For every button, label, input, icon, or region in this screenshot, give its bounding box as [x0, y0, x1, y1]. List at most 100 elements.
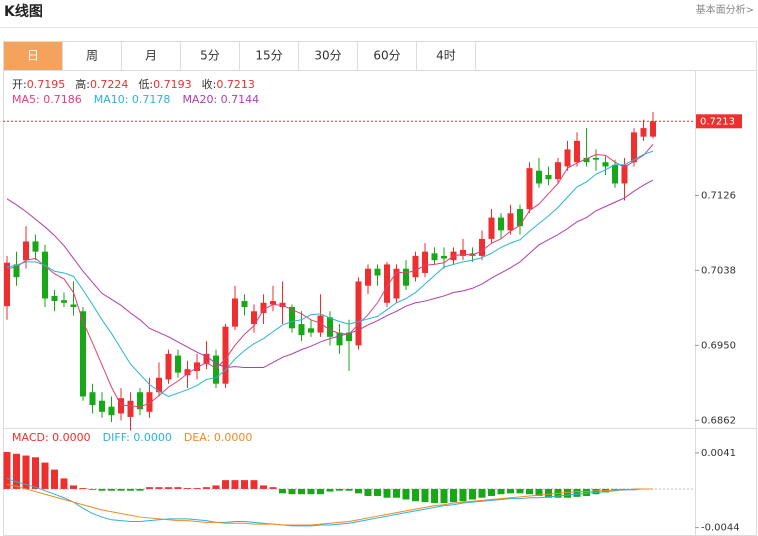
tab-background[interactable] — [180, 41, 240, 71]
candle-body — [517, 209, 523, 227]
macd-bar — [193, 488, 201, 489]
candle-body — [602, 162, 609, 167]
tab[interactable]: 周 — [62, 41, 122, 71]
candle-body — [545, 174, 552, 180]
candle-body — [184, 369, 191, 376]
tab-label[interactable]: 日 — [27, 49, 39, 63]
macd-bar — [98, 488, 106, 491]
macd-bar — [573, 488, 581, 497]
candle-body — [213, 355, 219, 384]
tab-background[interactable] — [3, 41, 63, 71]
candle-body — [593, 157, 599, 160]
tab-label[interactable]: 周 — [86, 49, 98, 63]
candle-body — [621, 164, 628, 184]
tab[interactable]: 60分 — [357, 41, 417, 71]
candle-body — [270, 301, 276, 305]
macd-bar — [497, 488, 505, 495]
candle-body — [441, 255, 447, 259]
y-tick-label: 0.6950 — [701, 340, 736, 351]
macd-bar — [174, 487, 182, 489]
macd-bar — [459, 488, 467, 502]
candle-body — [498, 217, 504, 231]
candle-body — [431, 253, 438, 261]
candle-body — [564, 149, 571, 167]
candle-body — [42, 251, 48, 299]
macd-bar — [507, 488, 514, 494]
macd-bar — [269, 487, 277, 489]
candle-body — [251, 311, 257, 325]
series-line — [6, 150, 654, 398]
macd-bar — [431, 488, 438, 503]
candle-body — [89, 392, 96, 405]
macd-bar — [326, 488, 334, 492]
candle-body — [384, 264, 390, 303]
candle-body — [232, 298, 238, 327]
candle-body — [51, 295, 58, 302]
candle-body — [526, 168, 533, 210]
candle-body — [355, 281, 362, 346]
tab[interactable]: 月 — [121, 41, 181, 71]
last-price-label: 0.7213 — [700, 116, 735, 127]
candle-body — [203, 353, 210, 365]
tab[interactable]: 5分 — [180, 41, 240, 71]
tab-label[interactable]: 5分 — [200, 49, 220, 63]
candle-body — [127, 400, 134, 417]
chart-frame — [3, 41, 757, 536]
macd-bar — [478, 488, 486, 498]
macd-bar — [383, 488, 391, 498]
macd-bar — [421, 488, 429, 503]
info-value: 0.7193 — [153, 78, 192, 91]
legend-entry: MA10: 0.7178 — [94, 93, 171, 106]
tab-background[interactable] — [298, 41, 358, 71]
series-line — [6, 477, 653, 527]
tab-label[interactable]: 4时 — [436, 49, 456, 63]
macd-bar — [526, 488, 533, 495]
macd-bar — [184, 488, 191, 489]
candle-body — [374, 268, 381, 276]
tab[interactable]: 4时 — [416, 41, 476, 71]
macd-bar — [469, 488, 476, 500]
tab-label[interactable]: 月 — [145, 49, 157, 63]
candle-body — [32, 241, 39, 252]
candle-body — [118, 398, 124, 414]
macd-bar — [279, 488, 286, 494]
macd-bar — [260, 485, 267, 489]
tab[interactable]: 日 — [3, 41, 63, 71]
macd-bar — [592, 488, 600, 495]
fundamental-link[interactable]: 基本面分析> — [696, 3, 754, 16]
candle-body — [479, 238, 485, 256]
info-label: 低: — [138, 78, 153, 91]
candle-body — [4, 262, 10, 307]
candle-body — [336, 332, 343, 346]
macd-bar — [13, 453, 20, 489]
macd-bar — [374, 488, 381, 496]
tab-background[interactable] — [62, 41, 122, 71]
macd-bar — [231, 480, 239, 489]
macd-bar — [298, 488, 305, 495]
candle-body — [536, 170, 542, 184]
info-value: 0.7224 — [90, 78, 129, 91]
tab-label[interactable]: 30分 — [314, 49, 341, 63]
macd-bar — [583, 488, 590, 496]
candle-body — [165, 353, 172, 380]
candle-body — [488, 217, 495, 239]
tab-label[interactable]: 60分 — [373, 49, 400, 63]
tab-background[interactable] — [416, 41, 476, 71]
tab-label[interactable]: 15分 — [255, 49, 282, 63]
tab[interactable]: 30分 — [298, 41, 358, 71]
candle-body — [70, 304, 77, 308]
macd-bar — [516, 488, 524, 494]
series-line — [6, 484, 653, 526]
candle-body — [175, 355, 181, 373]
tab[interactable]: 15分 — [239, 41, 299, 71]
candle-body — [137, 392, 143, 410]
candle-body — [156, 377, 162, 393]
macd-bar — [450, 488, 457, 503]
macd-bar — [402, 488, 410, 500]
legend-entry: MA5: 0.7186 — [12, 93, 82, 106]
tab-background[interactable] — [121, 41, 181, 71]
macd-bar — [22, 455, 30, 489]
candle-body — [298, 324, 305, 336]
